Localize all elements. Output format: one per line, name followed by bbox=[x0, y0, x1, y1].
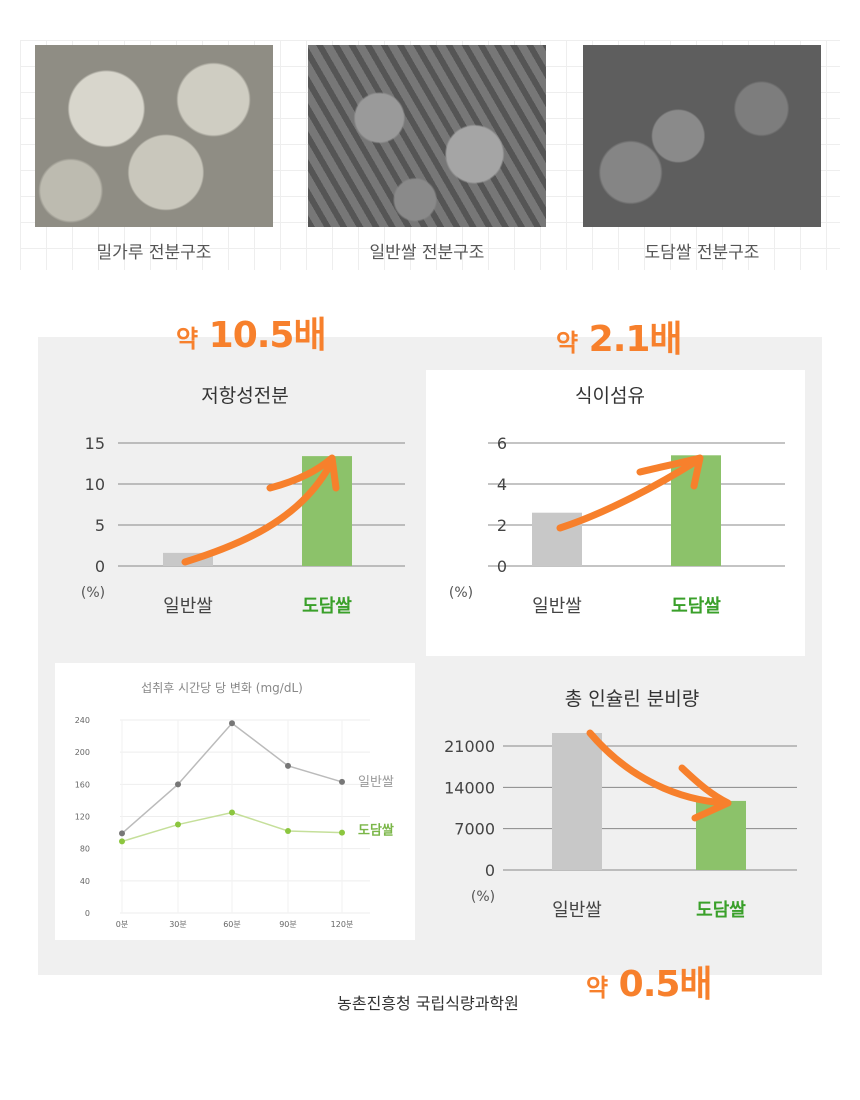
unit-label: (%) bbox=[471, 889, 495, 905]
wheat-flour-starch-photo bbox=[35, 45, 273, 227]
source-credit: 농촌진흥청 국립식량과학원 bbox=[337, 994, 519, 1013]
fiber-chart-box bbox=[426, 370, 805, 656]
series-legend-label: 일반쌀 bbox=[358, 775, 394, 790]
photo-caption: 도담쌀 전분구조 bbox=[644, 243, 760, 263]
multiplier-prefix: 약 bbox=[586, 974, 608, 1002]
x-tick-label: 90분 bbox=[279, 920, 297, 929]
data-point bbox=[119, 830, 125, 837]
y-tick-label: 0 bbox=[85, 909, 90, 918]
data-point bbox=[229, 809, 235, 816]
y-tick-label: 200 bbox=[75, 748, 90, 757]
x-category-label: 도담쌀 bbox=[696, 900, 746, 921]
x-tick-label: 60분 bbox=[223, 920, 241, 929]
multiplier-resistant-starch: 약 10.5배 bbox=[176, 306, 327, 358]
y-tick-label: 7000 bbox=[454, 820, 495, 839]
orange-arrow-icon bbox=[586, 729, 732, 822]
data-point bbox=[175, 781, 181, 788]
y-tick-label: 2 bbox=[497, 516, 507, 535]
data-point bbox=[339, 829, 345, 836]
glucose-chart-box bbox=[55, 663, 415, 940]
multiplier-fiber: 약 2.1배 bbox=[556, 310, 683, 362]
y-tick-label: 0 bbox=[95, 557, 105, 576]
unit-label: (%) bbox=[449, 585, 473, 601]
orange-arrow-icon bbox=[556, 454, 704, 532]
multiplier-insulin: 약 0.5배 bbox=[586, 955, 713, 1007]
y-tick-label: 15 bbox=[85, 434, 105, 453]
x-tick-label: 120분 bbox=[331, 920, 354, 929]
y-tick-label: 240 bbox=[75, 716, 90, 725]
photo-caption: 일반쌀 전분구조 bbox=[369, 243, 485, 263]
series-legend-label: 도담쌀 bbox=[358, 823, 394, 839]
y-tick-label: 21000 bbox=[444, 737, 495, 756]
x-tick-label: 30분 bbox=[169, 920, 187, 929]
data-point bbox=[119, 838, 125, 845]
multiplier-prefix: 약 bbox=[556, 329, 578, 357]
data-point bbox=[285, 762, 291, 769]
y-tick-label: 0 bbox=[497, 557, 507, 576]
x-category-label: 일반쌀 bbox=[532, 596, 582, 617]
regular-rice-starch-photo bbox=[308, 45, 546, 227]
data-point bbox=[175, 821, 181, 828]
chart-title: 식이섬유 bbox=[575, 385, 645, 407]
dodam-rice-starch-photo bbox=[583, 45, 821, 227]
y-tick-label: 5 bbox=[95, 516, 105, 535]
line-chart-title: 섭취후 시간당 당 변화 (mg/dL) bbox=[141, 681, 303, 695]
multiplier-value: 2.1배 bbox=[588, 319, 683, 360]
data-point bbox=[285, 827, 291, 834]
bar-regular bbox=[552, 733, 602, 870]
y-tick-label: 160 bbox=[75, 780, 90, 789]
y-tick-label: 10 bbox=[85, 475, 105, 494]
photo-caption: 밀가루 전분구조 bbox=[96, 243, 212, 263]
y-tick-label: 40 bbox=[80, 877, 90, 886]
orange-arrow-icon bbox=[181, 454, 340, 566]
chart-title: 저항성전분 bbox=[201, 385, 288, 407]
y-tick-label: 80 bbox=[80, 845, 90, 854]
x-category-label: 일반쌀 bbox=[163, 596, 213, 617]
data-point bbox=[339, 778, 345, 785]
y-tick-label: 0 bbox=[485, 861, 495, 880]
y-tick-label: 6 bbox=[497, 434, 507, 453]
multiplier-value: 0.5배 bbox=[618, 964, 713, 1005]
multiplier-prefix: 약 bbox=[176, 325, 198, 353]
chart-title: 총 인슐린 분비량 bbox=[565, 688, 699, 710]
x-tick-label: 0분 bbox=[116, 920, 128, 929]
unit-label: (%) bbox=[81, 585, 105, 601]
y-tick-label: 4 bbox=[497, 475, 507, 494]
x-category-label: 도담쌀 bbox=[671, 596, 721, 617]
y-tick-label: 120 bbox=[75, 813, 90, 822]
multiplier-value: 10.5배 bbox=[208, 315, 327, 356]
data-point bbox=[229, 720, 235, 727]
x-category-label: 일반쌀 bbox=[552, 900, 602, 921]
y-tick-label: 14000 bbox=[444, 778, 495, 797]
x-category-label: 도담쌀 bbox=[302, 596, 352, 617]
